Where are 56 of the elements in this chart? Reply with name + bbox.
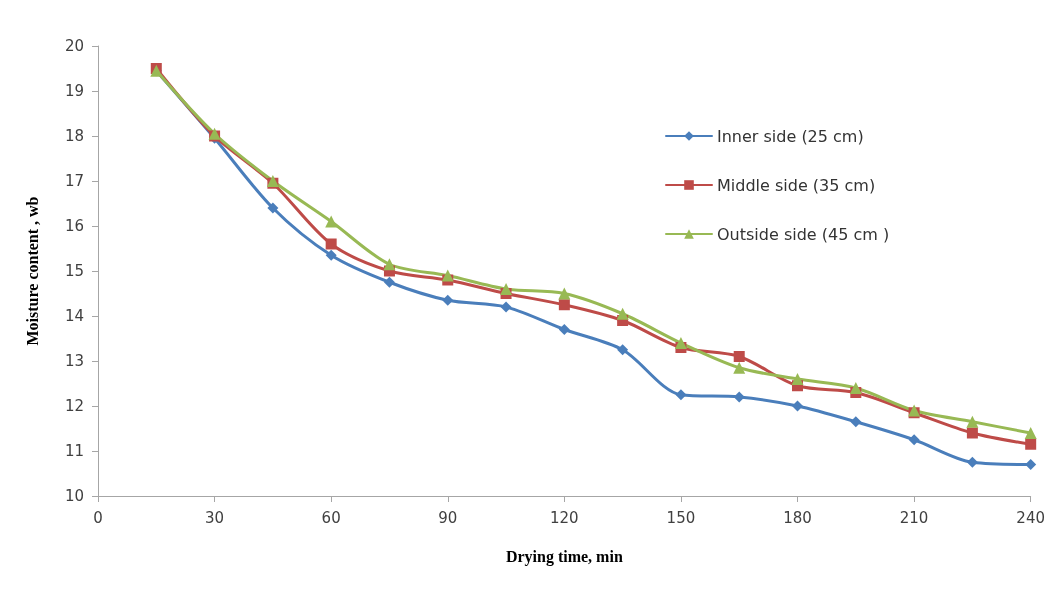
point [617, 344, 629, 356]
point [325, 238, 337, 250]
point [966, 427, 978, 439]
y-tick-label: 12 [64, 397, 84, 415]
x-tick-label: 210 [899, 508, 929, 527]
y-tick-label: 10 [64, 487, 84, 505]
y-tick-label: 13 [64, 352, 84, 370]
x-tick-label: 120 [550, 508, 579, 527]
point [383, 276, 395, 288]
x-tick-label: 240 [1016, 508, 1046, 527]
x-tick-label: 150 [666, 508, 696, 527]
point [1024, 427, 1037, 439]
x-tick-label: 30 [205, 508, 225, 527]
point [383, 258, 396, 271]
x-tick-label: 90 [438, 508, 458, 527]
y-tick-label: 15 [64, 262, 84, 280]
legend-label: Inner side (25 cm) [717, 126, 864, 146]
point [500, 301, 512, 313]
y-tick-label: 18 [64, 127, 84, 145]
point [908, 434, 920, 446]
point [791, 373, 804, 385]
point [1025, 438, 1037, 450]
point [267, 202, 279, 214]
point [616, 307, 629, 320]
point [558, 299, 570, 311]
point [792, 400, 804, 412]
x-tick-label: 60 [321, 508, 341, 527]
point [441, 269, 454, 282]
point [442, 294, 454, 306]
x-tick-label: 180 [783, 508, 812, 527]
legend-label: Outside side (45 cm ) [717, 224, 890, 244]
point [325, 249, 337, 261]
x-tick-label: 0 [93, 508, 103, 527]
y-tick-label: 14 [64, 307, 84, 325]
y-axis-title: Moisture content , wb [23, 196, 41, 346]
point [558, 324, 570, 335]
point [325, 215, 338, 228]
y-tick-label: 20 [64, 37, 84, 55]
point [674, 337, 687, 349]
x-axis-title: Drying time, min [505, 547, 623, 566]
point [500, 283, 513, 295]
point [850, 416, 862, 428]
y-tick-label: 11 [64, 442, 84, 460]
y-tick-label: 17 [64, 172, 84, 190]
legend-label: Middle side (35 cm) [717, 175, 876, 195]
point [733, 361, 746, 374]
point [1025, 459, 1037, 470]
point [966, 456, 978, 468]
point [733, 391, 745, 403]
point [675, 389, 687, 401]
point [966, 415, 979, 428]
point [558, 287, 571, 300]
y-tick-label: 16 [64, 217, 84, 235]
point [849, 382, 862, 394]
y-tick-label: 19 [64, 82, 84, 100]
point [733, 351, 745, 362]
